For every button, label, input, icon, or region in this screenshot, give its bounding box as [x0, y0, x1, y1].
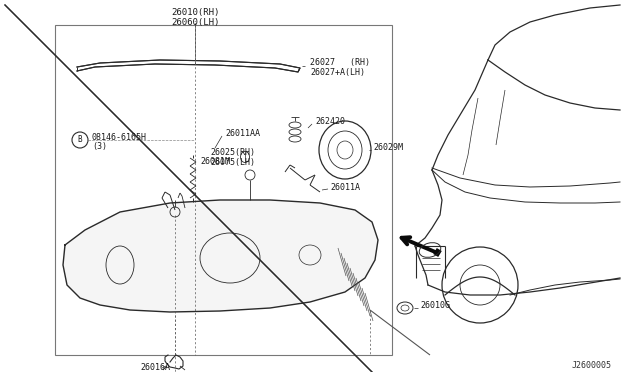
- Text: 26010(RH): 26010(RH): [171, 7, 219, 16]
- Text: 26027+A(LH): 26027+A(LH): [310, 67, 365, 77]
- Polygon shape: [63, 200, 378, 312]
- Text: 26011A: 26011A: [330, 183, 360, 192]
- Text: B: B: [77, 135, 83, 144]
- Bar: [55, 25, 392, 355]
- Text: 26060(LH): 26060(LH): [171, 17, 219, 26]
- Text: 26027   (RH): 26027 (RH): [310, 58, 370, 67]
- Text: 26016A: 26016A: [140, 363, 170, 372]
- Text: J2600005: J2600005: [572, 360, 612, 369]
- Text: (3): (3): [92, 142, 107, 151]
- Text: 262420: 262420: [315, 118, 345, 126]
- Text: 26029M: 26029M: [373, 144, 403, 153]
- Text: 26081M: 26081M: [200, 157, 230, 167]
- Text: 26025(RH): 26025(RH): [210, 148, 255, 157]
- Text: 26011AA: 26011AA: [225, 128, 260, 138]
- Text: 08146-6165H: 08146-6165H: [92, 132, 147, 141]
- Text: 26075(LH): 26075(LH): [210, 157, 255, 167]
- Text: 26010G: 26010G: [420, 301, 450, 311]
